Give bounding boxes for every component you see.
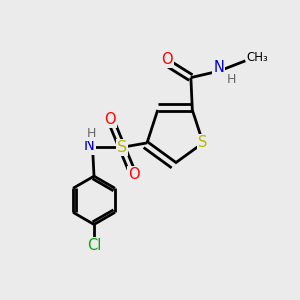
Text: H: H <box>226 73 236 86</box>
Text: S: S <box>198 135 208 150</box>
Text: CH₃: CH₃ <box>247 51 268 64</box>
Text: Cl: Cl <box>87 238 101 253</box>
Text: S: S <box>117 140 127 155</box>
Text: O: O <box>128 167 140 182</box>
Text: H: H <box>86 127 96 140</box>
Text: O: O <box>161 52 173 67</box>
Text: N: N <box>84 138 94 153</box>
Text: O: O <box>104 112 116 127</box>
Text: N: N <box>213 60 224 75</box>
